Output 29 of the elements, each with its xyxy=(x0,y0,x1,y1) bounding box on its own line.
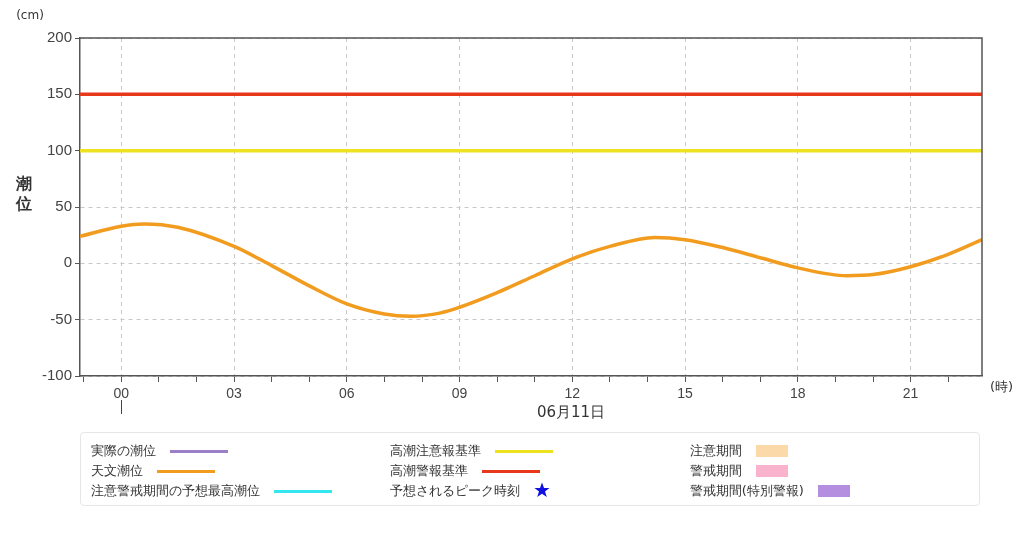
legend-label: 天文潮位 xyxy=(91,462,143,480)
text: (cm) xyxy=(16,8,44,23)
legend-label: 高潮警報基準 xyxy=(390,462,469,480)
y-tick-label: 0 xyxy=(63,253,72,271)
legend-label: 予想されるピーク時刻 xyxy=(390,482,521,500)
x-tick-label: 03 xyxy=(226,385,243,402)
legend-label: 実際の潮位 xyxy=(91,442,156,460)
x-axis-title: (時) xyxy=(990,379,1014,395)
y-tick-label: 50 xyxy=(55,197,72,215)
y-tick-label: 150 xyxy=(46,84,72,102)
legend-label: 警戒期間(特別警報) xyxy=(689,482,804,500)
y-tick-label: 200 xyxy=(46,28,72,46)
x-tick-label: 00 xyxy=(113,385,130,402)
y-tick-label: -100 xyxy=(41,366,72,384)
x-tick-label: 06 xyxy=(339,385,355,402)
text: 06月11日 xyxy=(536,402,606,421)
legend-label: 注意期間 xyxy=(689,442,742,460)
y-tick-label: 100 xyxy=(46,140,72,158)
x-tick-label: 12 xyxy=(564,385,581,402)
line-series xyxy=(80,222,982,319)
x-tick-label: 15 xyxy=(677,385,694,402)
x-tick-label: 21 xyxy=(902,385,919,402)
x-tick-label: 18 xyxy=(790,385,806,402)
legend-label: 注意警戒期間の予想最高潮位 xyxy=(91,482,260,500)
y-tick-label: -50 xyxy=(50,309,72,327)
y-axis-title: 潮位 xyxy=(15,174,32,214)
x-tick-label: 09 xyxy=(451,385,468,402)
legend-label: 高潮注意報基準 xyxy=(390,442,482,460)
legend-label: 警戒期間 xyxy=(689,462,742,480)
